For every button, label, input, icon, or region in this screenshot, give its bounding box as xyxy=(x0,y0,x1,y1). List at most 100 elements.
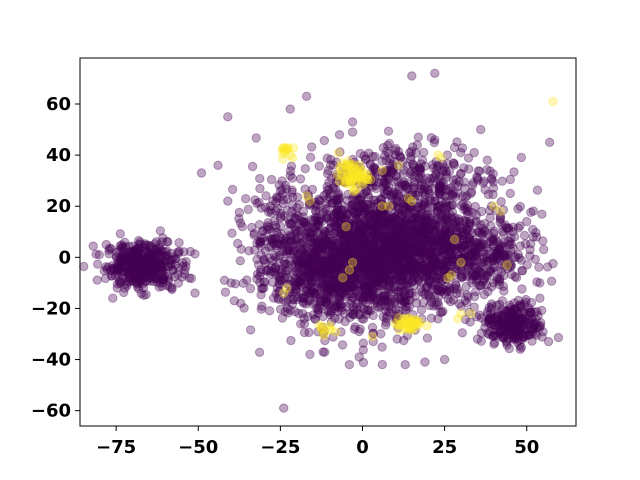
scatter-point-2870 xyxy=(374,244,384,255)
scatter-point-3763 xyxy=(312,228,323,239)
scatter-point-2456 xyxy=(347,282,357,293)
scatter-point-2865 xyxy=(405,254,415,264)
scatter-point-3905 xyxy=(342,172,352,183)
scatter-point-278 xyxy=(88,241,98,251)
scatter-point-74 xyxy=(155,259,165,269)
scatter-point-102 xyxy=(91,249,101,259)
scatter-point-2337 xyxy=(349,324,360,334)
scatter-point-260 xyxy=(112,264,122,274)
scatter-point-420 xyxy=(409,220,420,231)
scatter-point-383 xyxy=(160,247,171,257)
scatter-point-421 xyxy=(374,257,384,267)
scatter-point-402 xyxy=(128,241,138,251)
scatter-point-70 xyxy=(123,251,133,261)
scatter-point-438 xyxy=(380,259,391,269)
scatter-point-3727 xyxy=(227,184,238,195)
scatter-point-1996 xyxy=(399,286,409,297)
scatter-point-3583 xyxy=(360,209,371,219)
scatter-point-3616 xyxy=(417,178,427,188)
scatter-point-2791 xyxy=(391,255,402,266)
scatter-point-3762 xyxy=(238,278,249,288)
scatter-point-161 xyxy=(130,245,141,255)
scatter-point-236 xyxy=(130,256,140,267)
scatter-point-41 xyxy=(132,279,143,289)
scatter-point-293 xyxy=(133,275,143,285)
scatter-point-808 xyxy=(392,334,402,344)
scatter-point-3806 xyxy=(290,260,301,270)
scatter-point-437 xyxy=(379,295,389,305)
scatter-point-2855 xyxy=(386,239,397,250)
scatter-point-439 xyxy=(276,240,286,250)
scatter-point-113 xyxy=(135,239,146,249)
scatter-point-2879 xyxy=(372,255,382,265)
y-tick-label: 0 xyxy=(58,247,71,268)
scatter-point-169 xyxy=(163,237,173,247)
scatter-point-4003 xyxy=(430,68,440,79)
scatter-point-370 xyxy=(135,256,145,266)
scatter-point-3751 xyxy=(259,254,269,265)
scatter-point-3577 xyxy=(414,163,425,173)
scatter-point-2628 xyxy=(372,226,382,236)
scatter-point-344 xyxy=(131,247,142,257)
scatter-point-68 xyxy=(140,246,151,256)
scatter-point-1170 xyxy=(376,329,386,339)
scatter-point-341 xyxy=(138,257,149,267)
scatter-point-117 xyxy=(120,237,130,248)
scatter-point-430 xyxy=(418,244,429,254)
scatter-point-336 xyxy=(118,249,129,260)
scatter-point-220 xyxy=(133,256,143,266)
scatter-point-283 xyxy=(135,275,145,285)
scatter-point-208 xyxy=(101,262,111,272)
scatter-point-449 xyxy=(359,255,369,265)
scatter-point-3983 xyxy=(347,257,358,268)
scatter-point-165 xyxy=(159,274,169,284)
scatter-point-151 xyxy=(132,256,142,266)
scatter-point-141 xyxy=(155,259,166,269)
scatter-point-149 xyxy=(133,254,143,264)
scatter-point-3610 xyxy=(383,126,394,136)
scatter-point-230 xyxy=(165,282,176,292)
scatter-point-286 xyxy=(140,239,150,249)
scatter-point-3997 xyxy=(341,222,351,232)
scatter-point-3343 xyxy=(485,266,496,277)
scatter-point-280 xyxy=(114,276,125,286)
scatter-point-172 xyxy=(140,265,151,276)
scatter-point-32 xyxy=(148,244,158,254)
scatter-point-272 xyxy=(100,273,111,284)
scatter-point-3828 xyxy=(482,155,492,165)
scatter-point-125 xyxy=(106,265,117,276)
scatter-point-152 xyxy=(138,260,149,271)
scatter-point-87 xyxy=(145,252,156,262)
scatter-point-393 xyxy=(160,256,170,266)
scatter-point-413 xyxy=(112,261,123,271)
scatter-point-279 xyxy=(168,265,178,275)
scatter-point-179 xyxy=(145,268,155,278)
scatter-point-2506 xyxy=(362,281,373,291)
scatter-point-251 xyxy=(150,255,160,265)
scatter-point-2169 xyxy=(255,183,265,194)
scatter-point-3652 xyxy=(247,222,257,233)
scatter-point-3805 xyxy=(285,305,295,315)
scatter-point-265 xyxy=(136,265,147,276)
scatter-point-3628 xyxy=(479,176,489,186)
scatter-point-3578 xyxy=(385,154,395,164)
scatter-point-3149 xyxy=(531,319,541,329)
scatter-point-412 xyxy=(149,248,160,258)
scatter-point-196 xyxy=(145,276,156,286)
scatter-point-108 xyxy=(158,278,168,288)
scatter-point-3346 xyxy=(464,233,475,243)
scatter-point-3977 xyxy=(443,273,453,283)
scatter-point-28 xyxy=(131,252,142,262)
scatter-point-2256 xyxy=(304,327,314,338)
scatter-point-3717 xyxy=(254,347,265,357)
scatter-point-263 xyxy=(140,261,150,271)
scatter-point-321 xyxy=(152,277,163,287)
scatter-point-17 xyxy=(144,254,154,264)
scatter-point-89 xyxy=(157,265,167,275)
scatter-point-281 xyxy=(147,255,157,265)
scatter-point-66 xyxy=(113,265,124,275)
scatter-point-91 xyxy=(154,282,164,292)
scatter-point-96 xyxy=(135,254,146,264)
scatter-point-157 xyxy=(123,269,134,279)
scatter-point-440 xyxy=(377,251,387,261)
